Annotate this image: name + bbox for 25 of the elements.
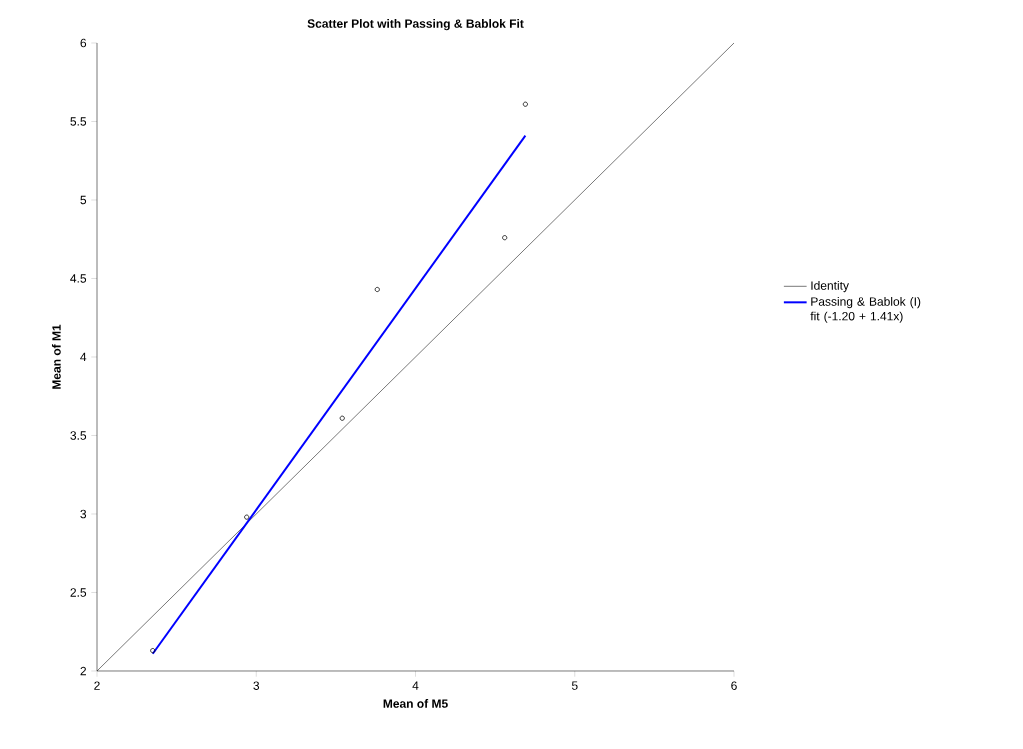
point <box>150 648 156 654</box>
y-tick-label: 4 <box>80 352 87 362</box>
legend-label: Identity <box>811 280 849 293</box>
x-tick-label: 5 <box>571 681 578 690</box>
point <box>374 286 380 293</box>
y-tick-label: 6 <box>80 38 87 48</box>
y-tick-label: 4.5 <box>70 274 87 283</box>
y-tick-label: 5 <box>80 195 87 205</box>
x-axis-title: Mean of M5 <box>383 699 448 708</box>
point <box>244 514 250 520</box>
y-tick-label: 5.5 <box>70 117 87 126</box>
x-tick-label: 4 <box>412 681 419 690</box>
y-tick-label: 3.5 <box>70 431 87 440</box>
point <box>502 235 508 241</box>
y-axis-title: Mean of M1 <box>51 324 61 389</box>
x-tick-label: 6 <box>731 681 737 690</box>
point <box>339 415 345 421</box>
y-tick-label: 2 <box>80 666 86 676</box>
x-tick-label: 3 <box>253 681 260 690</box>
y-tick-label: 2.5 <box>70 588 87 597</box>
y-tick-label: 3 <box>80 509 87 519</box>
legend-label: Passing & Bablok (I) fit (-1.20 + 1.41x) <box>810 296 921 323</box>
chart-title: Scatter Plot with Passing & Bablok Fit <box>307 19 524 31</box>
x-tick-label: 2 <box>94 681 100 690</box>
point <box>522 101 528 107</box>
